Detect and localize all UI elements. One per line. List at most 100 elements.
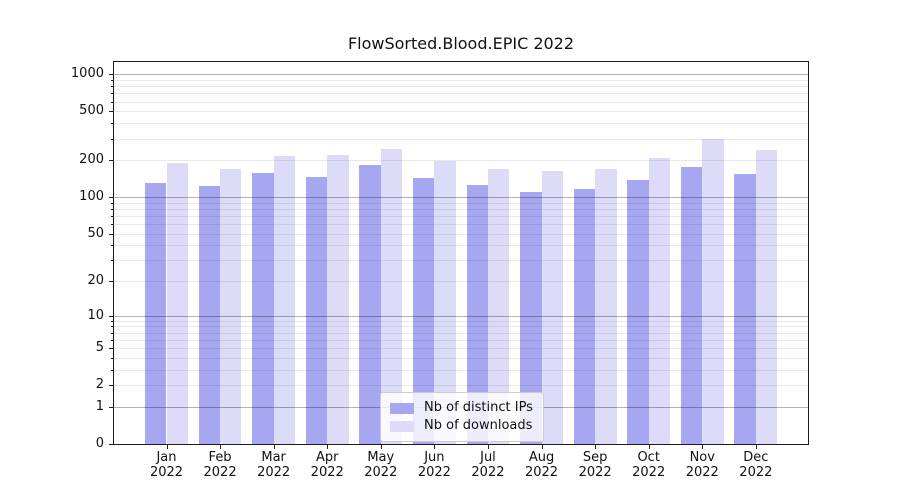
x-tick-mark — [702, 445, 704, 449]
bar-downloads — [702, 138, 724, 444]
bar-distinct-ips — [145, 182, 167, 444]
bar-distinct-ips — [198, 185, 221, 444]
y-minor-tick — [110, 357, 113, 359]
x-tick-year: 2022 — [364, 465, 398, 480]
x-tick-label: Feb 2022 — [188, 450, 252, 480]
x-tick-mark — [166, 445, 168, 449]
y-major-tick — [109, 385, 113, 387]
x-tick-month: May — [367, 450, 395, 465]
x-tick-month: Jan — [156, 450, 177, 465]
legend-swatch — [390, 420, 414, 432]
bar-downloads — [541, 171, 563, 444]
bars-layer — [114, 62, 808, 444]
bar-distinct-ips — [359, 165, 381, 444]
x-tick-mark — [380, 445, 382, 449]
x-tick-mark — [541, 445, 543, 449]
x-tick-label: Dec 2022 — [724, 450, 788, 480]
y-major-tick — [109, 74, 113, 76]
y-tick-label: 1000 — [70, 66, 104, 82]
x-tick-month: Apr — [315, 450, 339, 465]
bar-distinct-ips — [305, 177, 328, 444]
x-tick-year: 2022 — [578, 465, 612, 480]
y-tick-label: 50 — [87, 225, 104, 241]
y-tick-label: 500 — [79, 103, 104, 119]
y-minor-tick — [110, 208, 113, 210]
y-minor-tick — [110, 215, 113, 217]
x-tick-mark — [595, 445, 597, 449]
bar-downloads — [273, 155, 296, 444]
y-minor-tick — [110, 93, 113, 95]
bar-downloads — [434, 161, 456, 444]
x-tick-year: 2022 — [471, 465, 505, 480]
legend-swatch — [390, 402, 414, 414]
x-tick-year: 2022 — [632, 465, 666, 480]
y-major-tick — [109, 444, 113, 445]
bar-downloads — [327, 154, 349, 444]
bar-distinct-ips — [252, 173, 274, 444]
x-tick-month: Jul — [480, 450, 496, 465]
x-tick-month: Jun — [424, 450, 445, 465]
x-tick-month: Feb — [208, 450, 232, 465]
bar-distinct-ips — [466, 185, 488, 444]
x-tick-mark — [434, 445, 436, 449]
bar-distinct-ips — [573, 189, 596, 444]
x-tick-month: Mar — [261, 450, 286, 465]
x-tick-mark — [648, 445, 650, 449]
x-tick-label: Nov 2022 — [670, 450, 734, 480]
y-minor-tick — [110, 260, 113, 262]
bar-downloads — [220, 168, 242, 444]
x-tick-year: 2022 — [524, 465, 559, 480]
legend: Nb of distinct IPs Nb of downloads — [380, 392, 544, 442]
y-tick-label: 10 — [87, 307, 104, 323]
x-tick-month: Aug — [528, 450, 555, 465]
y-major-tick — [109, 281, 113, 283]
bar-distinct-ips — [412, 178, 435, 444]
bar-downloads — [755, 149, 778, 444]
bar-distinct-ips — [734, 174, 756, 444]
x-tick-label: Sep 2022 — [563, 450, 627, 480]
legend-row: Nb of distinct IPs — [390, 400, 533, 416]
x-tick-month: Dec — [743, 450, 769, 465]
x-tick-year: 2022 — [685, 465, 719, 480]
x-tick-mark — [487, 445, 489, 449]
y-minor-tick — [110, 245, 113, 247]
x-tick-label: Oct 2022 — [617, 450, 681, 480]
bar-downloads — [648, 157, 671, 444]
plot-area — [113, 61, 809, 445]
x-tick-label: Mar 2022 — [242, 450, 306, 480]
y-minor-tick — [110, 138, 113, 140]
legend-items: Nb of distinct IPs Nb of downloads — [390, 400, 533, 434]
y-tick-label: 2 — [95, 377, 104, 393]
y-major-tick — [109, 406, 113, 408]
bar-distinct-ips — [520, 191, 542, 444]
legend-label: Nb of distinct IPs — [424, 400, 533, 415]
y-minor-tick — [110, 326, 113, 328]
y-major-tick — [109, 315, 113, 317]
y-minor-tick — [110, 339, 113, 341]
bar-downloads — [487, 168, 510, 444]
x-tick-mark — [755, 445, 757, 449]
x-tick-mark — [327, 445, 329, 449]
x-tick-year: 2022 — [257, 465, 291, 480]
y-minor-tick — [110, 369, 113, 371]
y-tick-label: 5 — [95, 340, 104, 356]
x-tick-month: Nov — [689, 450, 715, 465]
y-major-tick — [109, 160, 113, 162]
y-major-tick — [109, 233, 113, 235]
x-tick-month: Sep — [582, 450, 608, 465]
y-minor-tick — [110, 320, 113, 322]
x-tick-mark — [273, 445, 275, 449]
bar-distinct-ips — [627, 179, 649, 444]
bar-distinct-ips — [680, 166, 703, 444]
x-tick-label: Aug 2022 — [510, 450, 574, 480]
chart-title: FlowSorted.Blood.EPIC 2022 — [347, 34, 575, 53]
legend-label: Nb of downloads — [424, 418, 533, 433]
x-tick-year: 2022 — [203, 465, 237, 480]
y-minor-tick — [110, 123, 113, 125]
y-tick-label: 200 — [79, 152, 104, 168]
y-tick-label: 0 — [95, 436, 104, 451]
y-minor-tick — [110, 202, 113, 204]
y-tick-label: 20 — [87, 273, 104, 289]
y-major-tick — [109, 348, 113, 350]
